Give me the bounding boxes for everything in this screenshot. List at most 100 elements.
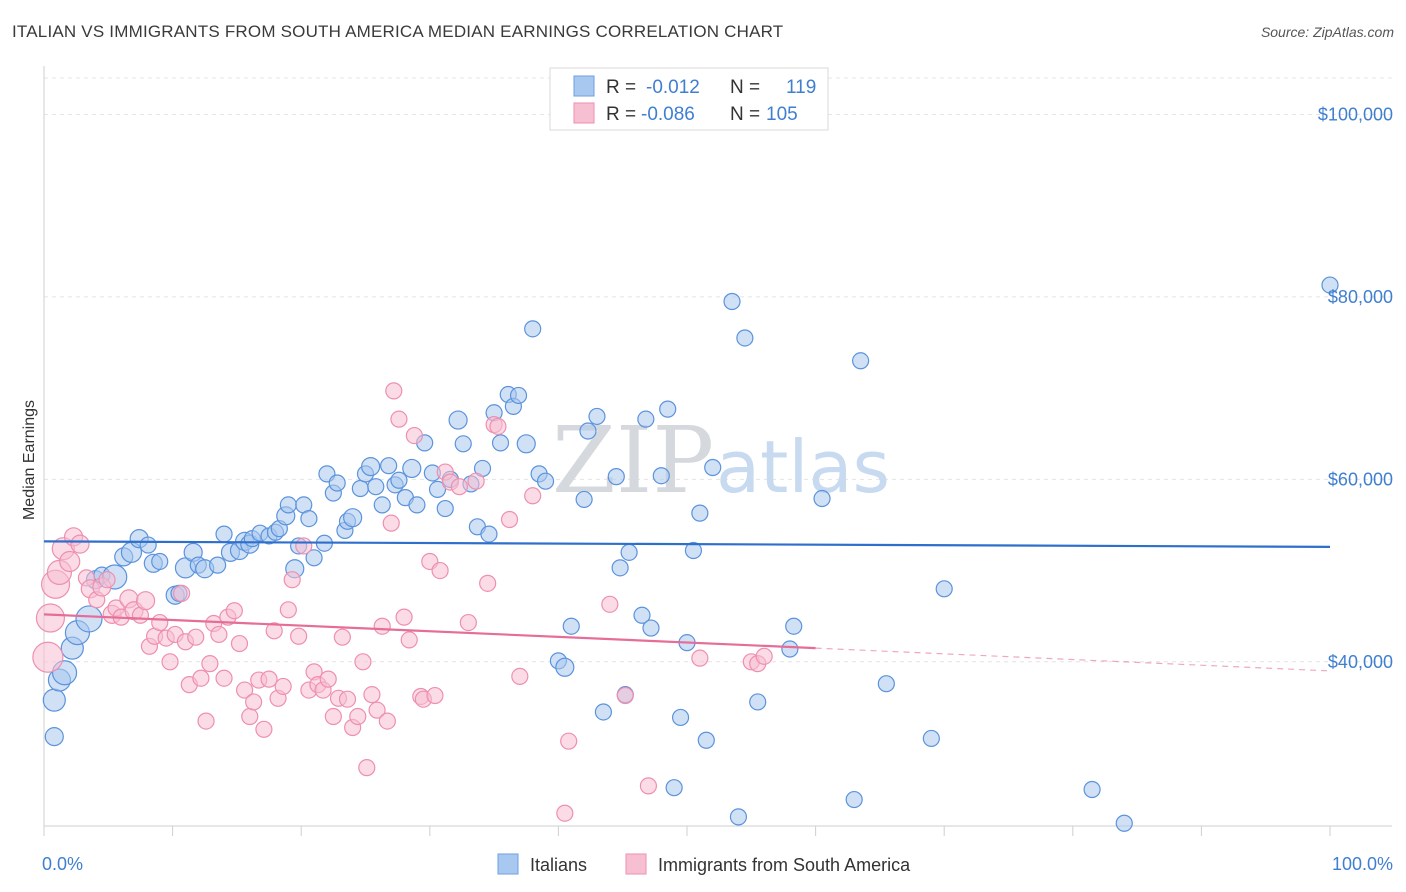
point-south-america: [616, 686, 634, 705]
point-south-america: [225, 602, 243, 620]
point-south-america: [479, 574, 497, 592]
legend-swatch-italians: [497, 853, 519, 875]
point-italians: [1115, 814, 1133, 832]
point-south-america: [467, 472, 485, 490]
point-italians: [328, 474, 346, 492]
point-south-america: [405, 426, 423, 445]
legend-n-label: N =: [730, 104, 760, 125]
point-south-america: [230, 634, 249, 653]
point-south-america: [382, 514, 400, 532]
point-italians: [555, 657, 575, 677]
point-italians: [633, 606, 651, 624]
point-italians: [684, 541, 703, 560]
y-axis-label: Median Earnings: [21, 400, 38, 520]
point-south-america: [385, 382, 403, 400]
point-italians: [877, 675, 895, 693]
point-south-america: [35, 603, 66, 633]
point-italians: [279, 496, 297, 514]
point-italians: [408, 496, 426, 514]
point-south-america: [489, 417, 507, 436]
point-south-america: [192, 669, 210, 687]
legend-r-label: R =: [606, 77, 636, 98]
point-italians: [402, 458, 422, 479]
chart-title: ITALIAN VS IMMIGRANTS FROM SOUTH AMERICA…: [12, 22, 784, 41]
point-italians: [562, 617, 580, 635]
point-south-america: [173, 584, 191, 602]
point-italians: [373, 496, 391, 514]
point-italians: [852, 352, 870, 370]
point-italians: [659, 400, 677, 418]
point-italians: [935, 580, 953, 598]
point-south-america: [187, 628, 205, 646]
point-south-america: [319, 670, 337, 688]
point-italians: [607, 468, 625, 486]
point-italians: [637, 410, 655, 428]
point-south-america: [333, 628, 351, 646]
point-south-america: [639, 777, 658, 795]
point-south-america: [691, 649, 709, 667]
point-south-america: [368, 701, 386, 719]
point-italians: [579, 422, 597, 440]
point-italians: [536, 472, 555, 490]
point-italians: [611, 559, 629, 577]
point-italians: [781, 640, 799, 658]
legend-label-south-america: Immigrants from South America: [658, 855, 911, 875]
series-legend: Italians Immigrants from South America: [497, 853, 911, 875]
legend-n-value: 119: [786, 77, 816, 98]
point-south-america: [290, 627, 308, 645]
point-italians: [749, 693, 767, 711]
point-south-america: [201, 655, 219, 673]
point-italians: [343, 508, 363, 528]
point-south-america: [210, 625, 228, 644]
point-south-america: [354, 653, 372, 671]
point-south-america: [260, 670, 278, 688]
point-italians: [516, 434, 536, 454]
point-south-america: [373, 617, 391, 635]
point-italians: [428, 480, 447, 498]
point-south-america: [349, 707, 367, 726]
point-italians: [736, 329, 754, 347]
legend-r-value: -0.086: [641, 104, 695, 125]
point-south-america: [363, 686, 381, 704]
point-south-america: [390, 410, 408, 428]
point-south-america: [151, 613, 169, 632]
legend-swatch-south-america: [625, 853, 647, 875]
point-italians: [845, 790, 863, 809]
watermark-atlas: atlas: [716, 425, 890, 509]
y-tick-label: $60,000: [1328, 469, 1393, 489]
point-south-america: [283, 571, 301, 589]
point-south-america: [431, 561, 449, 580]
point-italians: [575, 490, 593, 509]
trend-line-italians: [43, 540, 1331, 548]
point-italians: [620, 543, 638, 561]
point-italians: [785, 617, 803, 635]
point-italians: [594, 703, 613, 721]
point-south-america: [197, 712, 215, 730]
point-south-america: [236, 681, 254, 699]
point-italians: [813, 489, 831, 508]
point-italians: [390, 471, 408, 489]
point-italians: [380, 457, 398, 475]
point-south-america: [450, 478, 468, 496]
y-tick-label: $80,000: [1328, 287, 1393, 307]
trend-lines: [43, 540, 1331, 672]
point-south-america: [245, 693, 263, 711]
x-tick-label: 0.0%: [42, 854, 83, 874]
correlation-legend: R = -0.012 N = 119 R = -0.086 N = 105: [549, 67, 829, 131]
point-italians: [209, 556, 227, 574]
point-italians: [361, 456, 381, 477]
point-italians: [1321, 276, 1339, 294]
point-italians: [665, 779, 683, 797]
point-italians: [642, 619, 660, 637]
legend-label-italians: Italians: [530, 855, 587, 875]
point-south-america: [265, 622, 283, 640]
legend-r-label: R =: [606, 104, 636, 125]
point-italians: [448, 410, 468, 430]
point-italians: [151, 552, 169, 571]
point-south-america: [400, 631, 418, 649]
legend-swatch-italians: [573, 75, 595, 97]
point-italians: [42, 688, 66, 712]
legend-r-value: -0.012: [646, 77, 700, 98]
x-tick-labels: 0.0% 100.0%: [42, 854, 1393, 874]
